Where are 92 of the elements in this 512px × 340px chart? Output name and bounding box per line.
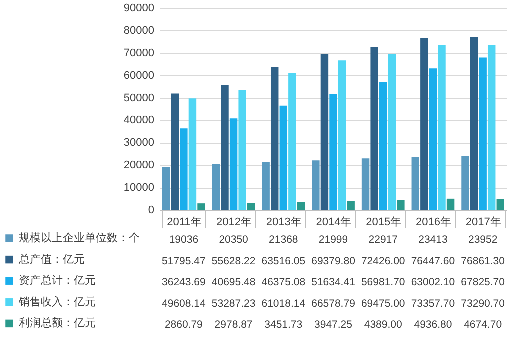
bar [479,58,487,210]
bar [330,94,338,210]
data-label: 4936.80 [414,319,452,332]
bar [446,198,455,210]
bar [171,94,180,210]
data-label: 55628.22 [212,255,256,268]
bar [230,118,238,210]
y-tick-label: 90000 [124,2,154,14]
data-label: 2978.87 [214,319,253,332]
bar [438,45,446,210]
data-label: 63002.10 [411,276,456,289]
data-label: 72426.00 [361,255,406,268]
data-label: 76861.30 [461,255,506,268]
data-label: 21999 [318,234,348,246]
bar [429,68,438,210]
y-tick-label: 0 [148,204,154,216]
bar [297,202,306,210]
data-label: 36243.69 [162,276,206,289]
bar [312,160,320,210]
y-tick-label: 80000 [124,24,154,37]
data-label: 46375.08 [262,276,306,289]
x-tick-label: 2011年 [167,216,202,228]
data-label: 67825.70 [461,276,506,289]
legend-label: 规模以上企业单位数：个 [19,232,140,244]
bar [496,200,505,210]
bar [262,162,270,210]
data-label: 4674.70 [464,319,502,332]
bar [397,200,405,210]
data-label: 21368 [269,234,298,246]
y-tick-label: 30000 [124,137,154,150]
x-tick-label: 2012年 [216,216,252,228]
y-tick-label: 40000 [124,114,154,127]
bar [162,167,170,210]
data-label: 3451.73 [264,319,303,332]
bar [379,82,388,210]
bar [412,157,420,210]
legend-label: 资产总计：亿元 [19,274,96,288]
x-tick-label: 2013年 [266,216,302,228]
data-label: 69475.00 [361,298,406,310]
bar [388,54,396,210]
legend-label: 利润总额：亿元 [19,316,96,330]
data-label: 53287.23 [212,298,256,310]
bar [320,54,329,210]
bar [338,60,346,210]
data-label: 61018.14 [262,298,306,310]
bar [280,106,288,210]
y-tick-label: 10000 [124,182,154,194]
bar [347,201,355,210]
data-label: 23952 [468,234,498,246]
data-label: 73290.70 [461,298,506,310]
bar [420,38,428,210]
y-tick-label: 50000 [124,92,154,104]
data-label: 22917 [368,234,398,246]
data-label: 20350 [219,234,249,246]
data-label: 49608.14 [162,298,206,310]
bar [198,204,206,210]
data-label: 51634.41 [312,276,356,289]
data-label: 51795.47 [162,255,206,268]
bar [238,90,246,210]
data-label: 56981.70 [361,276,406,289]
data-label: 73357.70 [411,298,456,310]
legend-label: 销售收入：亿元 [18,295,96,308]
data-label: 63516.05 [262,255,306,268]
bar [212,164,220,210]
bar [221,85,229,210]
y-tick-label: 60000 [124,70,154,82]
data-label: 40695.48 [212,276,256,289]
bar [488,46,496,210]
bar [370,47,378,210]
data-label: 19036 [169,234,199,246]
bar [462,156,470,210]
x-tick-label: 2015年 [366,216,402,228]
data-label: 23413 [418,234,448,246]
data-label: 69379.80 [312,255,356,268]
bar [362,158,370,210]
bar [188,98,197,210]
legend-label: 总产值：亿元 [18,252,85,266]
bar [180,128,188,210]
bar [270,67,279,210]
x-tick-label: 2017年 [466,216,502,228]
bar [247,203,256,210]
data-label: 2860.79 [164,319,204,332]
bar [288,73,296,210]
data-label: 76447.60 [411,255,456,268]
x-tick-label: 2014年 [316,216,352,228]
data-label: 66578.79 [312,298,356,310]
y-tick-label: 20000 [124,160,154,172]
y-tick-label: 70000 [124,47,154,60]
bar [470,37,478,210]
data-label: 3947.25 [314,319,353,332]
data-label: 4389.00 [364,319,402,332]
x-tick-label: 2016年 [416,216,452,228]
